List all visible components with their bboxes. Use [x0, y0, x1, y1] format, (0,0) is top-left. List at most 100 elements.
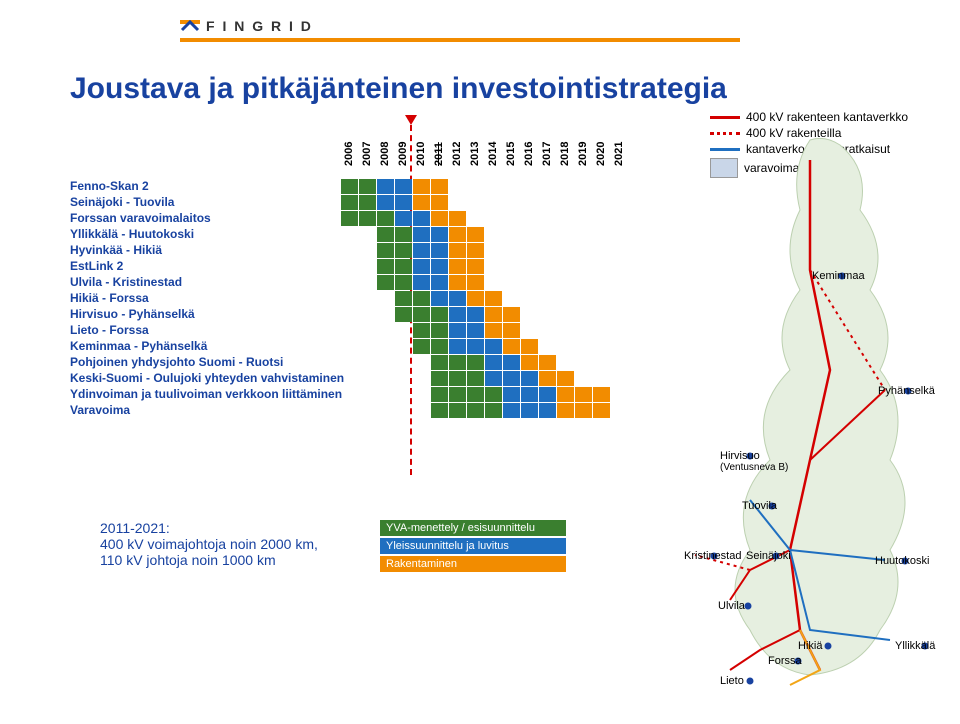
- year-header: 2017: [539, 130, 556, 178]
- gantt-cell: [449, 371, 466, 386]
- gantt-cell: [341, 339, 358, 354]
- gantt-cell: [503, 339, 520, 354]
- gantt-cell: [413, 371, 430, 386]
- gantt-cell: [485, 323, 502, 338]
- year-header: 2018: [557, 130, 574, 178]
- gantt-cell: [521, 339, 538, 354]
- gantt-cell: [557, 195, 574, 210]
- gantt-cell: [575, 355, 592, 370]
- footer-note: 2011-2021: 400 kV voimajohtoja noin 2000…: [100, 520, 318, 568]
- gantt-cell: [611, 339, 628, 354]
- gantt-cell: [611, 307, 628, 322]
- gantt-cell: [539, 227, 556, 242]
- gantt-cell: [503, 371, 520, 386]
- gantt-cell: [449, 387, 466, 402]
- gantt-cell: [485, 291, 502, 306]
- gantt-cell: [539, 323, 556, 338]
- gantt-cell: [449, 307, 466, 322]
- gantt-cell: [611, 323, 628, 338]
- project-label: Pohjoinen yhdysjohto Suomi - Ruotsi: [70, 355, 340, 370]
- gantt-cell: [341, 387, 358, 402]
- gantt-cell: [359, 291, 376, 306]
- gantt-cell: [377, 179, 394, 194]
- gantt-cell: [485, 403, 502, 418]
- gantt-cell: [575, 387, 592, 402]
- gantt-cell: [341, 211, 358, 226]
- project-label: Varavoima: [70, 403, 340, 418]
- project-label: Lieto - Forssa: [70, 323, 340, 338]
- map-place-label: Hikiä: [798, 640, 822, 652]
- year-header: 2021: [611, 130, 628, 178]
- gantt-cell: [485, 275, 502, 290]
- gantt-cell: [413, 355, 430, 370]
- gantt-cell: [431, 243, 448, 258]
- map-legend-swatch: [710, 116, 740, 119]
- gantt-cell: [377, 371, 394, 386]
- gantt-cell: [611, 291, 628, 306]
- gantt-cell: [593, 275, 610, 290]
- gantt-cell: [557, 355, 574, 370]
- map-place-label: Kristinestad: [684, 550, 741, 562]
- gantt-cell: [611, 275, 628, 290]
- gantt-cell: [485, 211, 502, 226]
- gantt-cell: [395, 227, 412, 242]
- map-place-label: Tuovila: [742, 500, 777, 512]
- map-place-label: Pyhänselkä: [878, 385, 935, 397]
- gantt-cell: [593, 403, 610, 418]
- gantt-cell: [593, 291, 610, 306]
- gantt-cell: [521, 307, 538, 322]
- map-node-icon: [825, 643, 832, 650]
- year-header: 2006: [341, 130, 358, 178]
- gantt-cell: [593, 387, 610, 402]
- gantt-cell: [557, 211, 574, 226]
- gantt-cell: [431, 323, 448, 338]
- gantt-cell: [521, 211, 538, 226]
- gantt-cell: [503, 307, 520, 322]
- gantt-cell: [539, 355, 556, 370]
- gantt-cell: [611, 403, 628, 418]
- footer-line1: 2011-2021:: [100, 520, 318, 536]
- gantt-cell: [449, 403, 466, 418]
- gantt-cell: [611, 371, 628, 386]
- map-node-icon: [745, 603, 752, 610]
- gantt-cell: [341, 323, 358, 338]
- gantt-cell: [449, 211, 466, 226]
- gantt-cell: [467, 179, 484, 194]
- gantt-cell: [467, 387, 484, 402]
- year-header: 2013: [467, 130, 484, 178]
- map-place-label: Hirvisuo(Ventusneva B): [720, 450, 788, 473]
- gantt-cell: [413, 387, 430, 402]
- gantt-cell: [557, 259, 574, 274]
- gantt-cell: [485, 371, 502, 386]
- gantt-cell: [557, 291, 574, 306]
- gantt-cell: [431, 371, 448, 386]
- project-label: Hikiä - Forssa: [70, 291, 340, 306]
- gantt-cell: [449, 243, 466, 258]
- project-label: Keminmaa - Pyhänselkä: [70, 339, 340, 354]
- gantt-cell: [359, 307, 376, 322]
- gantt-cell: [449, 259, 466, 274]
- gantt-cell: [575, 371, 592, 386]
- project-label: EstLink 2: [70, 259, 340, 274]
- gantt-cell: [359, 211, 376, 226]
- gantt-cell: [521, 291, 538, 306]
- phase-legend-row: Rakentaminen: [380, 556, 566, 572]
- gantt-cell: [503, 211, 520, 226]
- gantt-cell: [611, 211, 628, 226]
- gantt-cell: [413, 339, 430, 354]
- year-header: 2009: [395, 130, 412, 178]
- gantt-cell: [539, 275, 556, 290]
- gantt-cell: [341, 371, 358, 386]
- finland-outline: [735, 138, 905, 675]
- gantt-cell: [503, 355, 520, 370]
- gantt-cell: [485, 227, 502, 242]
- year-header: 2007: [359, 130, 376, 178]
- gantt-cell: [449, 195, 466, 210]
- gantt-cell: [575, 211, 592, 226]
- gantt-cell: [575, 227, 592, 242]
- gantt-cell: [467, 275, 484, 290]
- gantt-cell: [449, 275, 466, 290]
- gantt-cell: [521, 259, 538, 274]
- map-place-label: Keminmaa: [812, 270, 865, 282]
- gantt-cell: [575, 275, 592, 290]
